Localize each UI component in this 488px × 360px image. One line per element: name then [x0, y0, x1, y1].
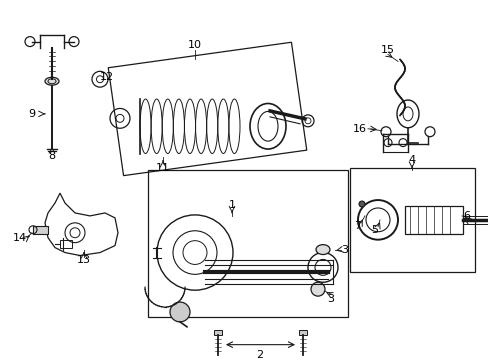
Text: 5: 5: [371, 225, 378, 235]
Bar: [404, 206, 462, 234]
Text: 4: 4: [407, 156, 415, 166]
Circle shape: [358, 201, 364, 207]
Circle shape: [170, 302, 190, 322]
Text: 12: 12: [100, 72, 114, 82]
Text: 15: 15: [380, 45, 394, 54]
Text: 2: 2: [256, 350, 263, 360]
Circle shape: [310, 282, 325, 296]
Bar: [148, 170, 347, 317]
Bar: [298, 330, 306, 335]
Text: 6: 6: [463, 211, 469, 221]
Text: 14: 14: [13, 233, 27, 243]
Text: 11: 11: [156, 163, 170, 174]
Text: 8: 8: [48, 152, 56, 162]
Text: 16: 16: [352, 124, 366, 134]
Ellipse shape: [45, 77, 59, 85]
Ellipse shape: [315, 245, 329, 255]
Text: 1: 1: [228, 200, 235, 210]
Text: 3: 3: [341, 244, 348, 255]
Text: 9: 9: [28, 109, 36, 119]
Text: 10: 10: [187, 40, 202, 50]
Text: 13: 13: [77, 256, 91, 265]
Bar: [33, 226, 48, 234]
Text: 3: 3: [327, 294, 334, 304]
Bar: [214, 330, 222, 335]
Text: 7: 7: [354, 221, 361, 231]
Bar: [349, 168, 474, 273]
Bar: [60, 240, 72, 248]
